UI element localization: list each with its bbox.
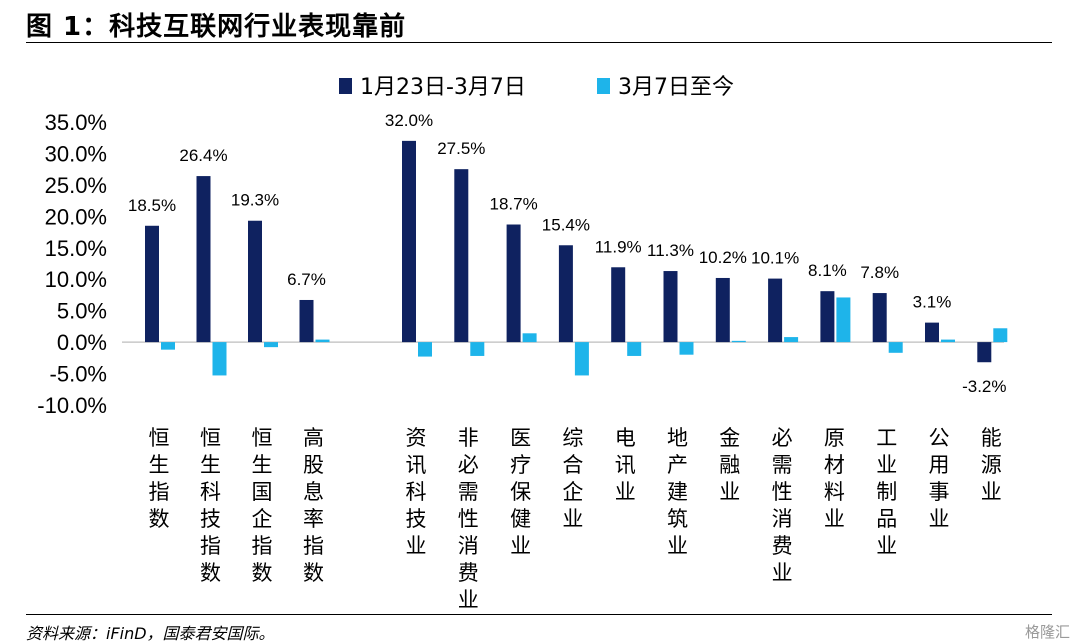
watermark: 格隆汇 [1024, 623, 1070, 641]
y-tick-label: 20.0% [45, 204, 107, 229]
y-tick-label: 10.0% [45, 267, 107, 292]
x-category-label: 地产建筑业 [667, 426, 688, 558]
bar-series-2 [212, 342, 227, 376]
x-category-label: 电讯业 [615, 426, 636, 504]
bar-series-2 [418, 342, 432, 357]
y-tick-label: 30.0% [45, 141, 107, 166]
bar-series-1 [299, 299, 314, 343]
bar-series-2 [315, 339, 330, 343]
x-category-label: 原材料业 [824, 426, 845, 531]
bar-series-2 [836, 297, 851, 343]
x-category-label: 公用事业 [929, 426, 950, 531]
bar-series-1 [977, 342, 992, 363]
data-label: 10.2% [699, 248, 747, 267]
legend-swatch-series-2 [597, 78, 610, 94]
data-label: 32.0% [385, 111, 433, 130]
data-label: 26.4% [179, 146, 227, 165]
x-category-label: 医疗保健业 [510, 426, 531, 558]
bar-series-1 [611, 267, 626, 343]
x-category-label: 能源业 [981, 426, 1002, 504]
legend-swatch-series-1 [339, 78, 352, 94]
y-tick-label: -5.0% [50, 362, 107, 387]
bar-series-2 [888, 342, 903, 353]
y-tick-label: 5.0% [57, 299, 107, 324]
bar-series-1 [768, 278, 783, 343]
bar-series-1 [402, 140, 416, 343]
data-label: 10.1% [751, 249, 799, 268]
bar-series-2 [679, 342, 694, 355]
x-category-label: 综合企业 [562, 426, 583, 531]
bar-series-2 [941, 339, 955, 343]
data-label: -3.2% [962, 377, 1006, 396]
bar-series-1 [925, 322, 939, 343]
data-label: 18.5% [128, 196, 176, 215]
data-label: 27.5% [437, 139, 485, 158]
x-category-label: 必需性消费业 [772, 426, 793, 585]
bar-series-1 [196, 176, 211, 343]
data-label: 18.7% [489, 195, 537, 214]
data-label: 3.1% [913, 293, 952, 312]
chart-title: 图 1：科技互联网行业表现靠前 [26, 12, 407, 42]
bar-series-2 [574, 342, 589, 376]
y-tick-label: -10.0% [37, 393, 107, 418]
bar-series-1 [248, 220, 262, 343]
data-label: 7.8% [860, 263, 899, 282]
x-category-label: 金融业 [719, 426, 740, 504]
bar-series-2 [627, 342, 642, 356]
y-tick-label: 35.0% [45, 110, 107, 135]
bar-series-2 [784, 337, 799, 343]
y-tick-label: 0.0% [57, 330, 107, 355]
data-label: 11.9% [595, 237, 642, 256]
x-category-label: 恒生科技指数 [200, 426, 221, 585]
footer-divider [26, 614, 1052, 615]
x-category-label: 恒生国企指数 [252, 426, 273, 585]
title-divider [26, 42, 1052, 43]
x-category-label: 工业制品业 [876, 426, 897, 558]
bar-series-1 [715, 277, 730, 343]
y-tick-label: 15.0% [45, 236, 107, 261]
bar-series-2 [731, 340, 746, 343]
x-category-label: 高股息率指数 [303, 426, 324, 585]
bar-series-1 [872, 293, 887, 343]
bar-series-2 [264, 342, 278, 348]
bar-series-2 [161, 342, 175, 350]
bar-series-2 [993, 328, 1008, 343]
data-label: 8.1% [808, 261, 847, 280]
bar-series-1 [558, 245, 573, 343]
data-label: 11.3% [647, 241, 694, 260]
source-note: 资料来源：iFinD，国泰君安国际。 [26, 624, 275, 643]
legend-label-series-1: 1月23日-3月7日 [360, 75, 526, 100]
bar-series-2 [470, 342, 485, 356]
bar-series-1 [506, 224, 521, 343]
x-category-label: 资讯科技业 [406, 426, 427, 558]
x-category-label: 非必需性消费业 [458, 426, 479, 612]
legend-label-series-2: 3月7日至今 [618, 75, 734, 100]
bar-series-1 [145, 225, 159, 343]
y-tick-label: 25.0% [45, 173, 107, 198]
data-label: 19.3% [231, 191, 279, 210]
bar-series-1 [820, 291, 835, 343]
bar-series-2 [522, 333, 537, 343]
bar-series-1 [454, 169, 469, 343]
bar-series-1 [663, 271, 678, 343]
x-category-label: 恒生指数 [149, 426, 170, 531]
data-label: 6.7% [287, 270, 326, 289]
data-label: 15.4% [542, 215, 590, 234]
bar-chart: 35.0% 30.0% 25.0% 20.0% 15.0% 10.0% 5.0% 0.0% -5… [37, 75, 1008, 612]
